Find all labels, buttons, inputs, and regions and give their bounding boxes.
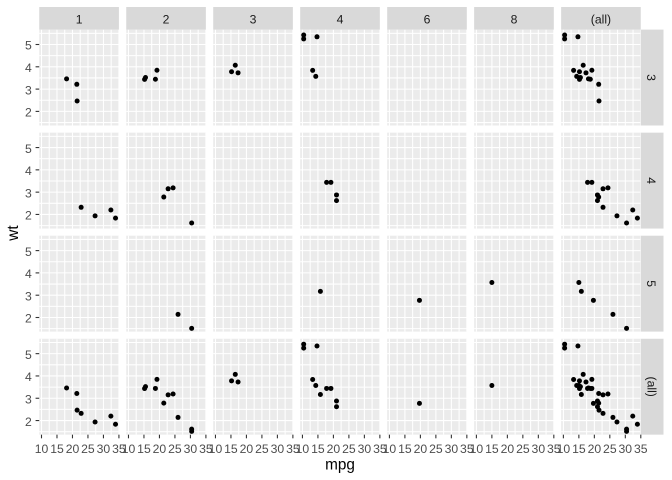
svg-text:10: 10 bbox=[35, 442, 49, 456]
svg-text:15: 15 bbox=[311, 442, 325, 456]
svg-text:20: 20 bbox=[66, 442, 80, 456]
svg-text:15: 15 bbox=[572, 442, 586, 456]
svg-text:2: 2 bbox=[25, 209, 32, 223]
svg-text:15: 15 bbox=[50, 442, 64, 456]
svg-text:8: 8 bbox=[511, 12, 518, 26]
svg-text:wt: wt bbox=[5, 225, 22, 242]
svg-text:35: 35 bbox=[460, 442, 474, 456]
svg-text:(all): (all) bbox=[644, 377, 658, 397]
svg-text:6: 6 bbox=[424, 12, 431, 26]
svg-text:15: 15 bbox=[485, 442, 499, 456]
svg-text:4: 4 bbox=[25, 164, 32, 178]
svg-text:30: 30 bbox=[271, 442, 285, 456]
svg-text:35: 35 bbox=[634, 442, 648, 456]
svg-text:30: 30 bbox=[184, 442, 198, 456]
svg-text:2: 2 bbox=[25, 106, 32, 120]
svg-text:5: 5 bbox=[25, 348, 32, 362]
svg-text:25: 25 bbox=[342, 442, 356, 456]
svg-text:35: 35 bbox=[286, 442, 300, 456]
svg-text:mpg: mpg bbox=[325, 456, 355, 473]
svg-text:15: 15 bbox=[398, 442, 412, 456]
svg-text:(all): (all) bbox=[591, 12, 611, 26]
svg-text:10: 10 bbox=[209, 442, 223, 456]
svg-text:4: 4 bbox=[25, 267, 32, 281]
svg-text:20: 20 bbox=[240, 442, 254, 456]
svg-text:25: 25 bbox=[255, 442, 269, 456]
svg-text:25: 25 bbox=[168, 442, 182, 456]
svg-text:4: 4 bbox=[644, 177, 658, 184]
svg-text:10: 10 bbox=[122, 442, 136, 456]
svg-text:20: 20 bbox=[327, 442, 341, 456]
svg-text:20: 20 bbox=[414, 442, 428, 456]
svg-text:20: 20 bbox=[588, 442, 602, 456]
svg-text:5: 5 bbox=[644, 280, 658, 287]
svg-text:25: 25 bbox=[603, 442, 617, 456]
svg-text:10: 10 bbox=[470, 442, 484, 456]
svg-text:3: 3 bbox=[25, 289, 32, 303]
svg-text:10: 10 bbox=[383, 442, 397, 456]
svg-text:3: 3 bbox=[25, 83, 32, 97]
svg-text:4: 4 bbox=[25, 370, 32, 384]
svg-text:5: 5 bbox=[25, 142, 32, 156]
svg-text:2: 2 bbox=[163, 12, 170, 26]
svg-text:35: 35 bbox=[547, 442, 561, 456]
svg-text:25: 25 bbox=[429, 442, 443, 456]
svg-text:35: 35 bbox=[199, 442, 213, 456]
svg-text:20: 20 bbox=[153, 442, 167, 456]
svg-text:30: 30 bbox=[358, 442, 372, 456]
svg-text:30: 30 bbox=[445, 442, 459, 456]
svg-text:25: 25 bbox=[516, 442, 530, 456]
svg-text:2: 2 bbox=[25, 415, 32, 429]
svg-text:20: 20 bbox=[501, 442, 515, 456]
svg-text:4: 4 bbox=[337, 12, 344, 26]
svg-text:3: 3 bbox=[25, 186, 32, 200]
svg-text:3: 3 bbox=[25, 392, 32, 406]
svg-text:5: 5 bbox=[25, 39, 32, 53]
svg-text:15: 15 bbox=[224, 442, 238, 456]
svg-text:5: 5 bbox=[25, 245, 32, 259]
svg-text:30: 30 bbox=[619, 442, 633, 456]
svg-text:4: 4 bbox=[25, 61, 32, 75]
svg-text:35: 35 bbox=[112, 442, 126, 456]
svg-text:30: 30 bbox=[97, 442, 111, 456]
svg-text:25: 25 bbox=[81, 442, 95, 456]
svg-text:30: 30 bbox=[532, 442, 546, 456]
svg-text:15: 15 bbox=[137, 442, 151, 456]
svg-text:10: 10 bbox=[557, 442, 571, 456]
svg-text:1: 1 bbox=[76, 12, 83, 26]
svg-text:10: 10 bbox=[296, 442, 310, 456]
svg-text:35: 35 bbox=[373, 442, 387, 456]
svg-text:3: 3 bbox=[644, 74, 658, 81]
svg-text:2: 2 bbox=[25, 312, 32, 326]
svg-text:3: 3 bbox=[250, 12, 257, 26]
